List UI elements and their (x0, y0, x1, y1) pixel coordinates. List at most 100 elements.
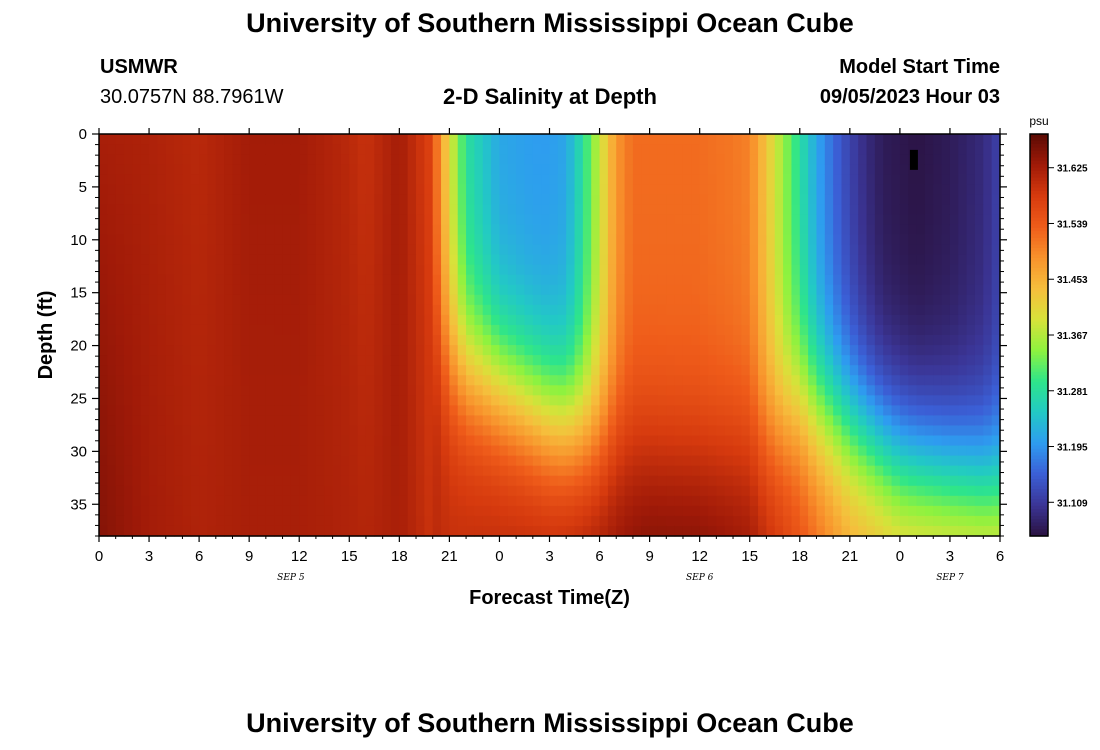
heatmap-cell (357, 284, 367, 296)
heatmap-cell (557, 324, 567, 336)
heatmap-cell (632, 144, 642, 155)
heatmap-cell (132, 284, 142, 296)
colorbar-segment (1030, 257, 1048, 262)
heatmap-cell (749, 485, 759, 497)
heatmap-cell (674, 134, 684, 145)
heatmap-cell (549, 234, 559, 246)
heatmap-cell (916, 365, 926, 376)
heatmap-cell (699, 254, 709, 266)
heatmap-cell (666, 475, 676, 487)
heatmap-cell (641, 284, 651, 296)
heatmap-cell (482, 455, 492, 467)
heatmap-cell (916, 214, 926, 226)
heatmap-cell (708, 134, 717, 145)
heatmap-cell (758, 154, 767, 165)
heatmap-cell (766, 365, 776, 376)
heatmap-cell (549, 405, 559, 416)
heatmap-cell (641, 174, 651, 185)
heatmap-cell (149, 174, 158, 185)
heatmap-cell (824, 254, 834, 266)
heatmap-cell (99, 284, 108, 296)
heatmap-cell (449, 274, 459, 286)
heatmap-cell (149, 144, 158, 155)
heatmap-cell (432, 455, 442, 467)
heatmap-cell (516, 154, 526, 165)
heatmap-cell (491, 164, 501, 175)
heatmap-cell (449, 515, 459, 527)
colorbar-segment (1030, 412, 1048, 416)
heatmap-cell (924, 485, 934, 497)
heatmap-cell (566, 154, 576, 165)
heatmap-cell (199, 184, 209, 195)
heatmap-cell (799, 455, 809, 467)
heatmap-cell (340, 365, 350, 376)
heatmap-cell (916, 355, 926, 366)
heatmap-cell (733, 365, 742, 376)
heatmap-cell (174, 525, 184, 537)
heatmap-cell (808, 475, 818, 487)
heatmap-cell (416, 234, 425, 246)
heatmap-cell (207, 375, 217, 386)
heatmap-cell (574, 294, 584, 306)
heatmap-cell (858, 264, 868, 276)
heatmap-cell (207, 274, 217, 286)
heatmap-cell (941, 144, 951, 155)
heatmap-cell (591, 515, 601, 527)
heatmap-cell (766, 415, 776, 427)
heatmap-cell (215, 174, 225, 185)
heatmap-cell (749, 465, 759, 477)
heatmap-cell (657, 435, 667, 447)
colorbar-segment (1030, 525, 1048, 530)
heatmap-cell (833, 375, 843, 386)
heatmap-cell (974, 134, 984, 145)
heatmap-cell (474, 204, 484, 215)
heatmap-cell (883, 525, 893, 537)
heatmap-cell (532, 425, 542, 437)
heatmap-cell (799, 314, 809, 326)
heatmap-cell (157, 194, 167, 205)
heatmap-cell (874, 365, 884, 376)
heatmap-cell (466, 254, 476, 266)
heatmap-cell (516, 465, 526, 477)
heatmap-cell (674, 214, 684, 226)
heatmap-cell (724, 465, 734, 477)
heatmap-cell (449, 385, 459, 396)
heatmap-cell (666, 164, 676, 175)
heatmap-cell (232, 164, 242, 175)
heatmap-cell (374, 274, 384, 286)
colorbar-segment (1030, 485, 1048, 490)
heatmap-cell (933, 274, 943, 286)
heatmap-cell (833, 224, 843, 236)
heatmap-cell (924, 345, 934, 356)
heatmap-cell (374, 314, 384, 326)
heatmap-cell (666, 234, 676, 246)
y-tick-label: 0 (79, 126, 87, 143)
heatmap-cell (307, 144, 317, 155)
heatmap-cell (240, 485, 250, 497)
heatmap-cell (232, 254, 242, 266)
heatmap-cell (374, 234, 384, 246)
heatmap-cell (466, 294, 476, 306)
heatmap-cell (532, 284, 542, 296)
heatmap-cell (933, 294, 943, 306)
heatmap-cell (516, 485, 526, 497)
heatmap-cell (115, 194, 125, 205)
heatmap-cell (841, 264, 851, 276)
heatmap-cell (432, 385, 442, 396)
heatmap-cell (783, 525, 793, 537)
heatmap-cell (849, 224, 859, 236)
heatmap-cell (165, 505, 175, 517)
heatmap-cell (190, 164, 200, 175)
heatmap-cell (766, 324, 776, 336)
heatmap-cell (532, 234, 542, 246)
heatmap-cell (574, 194, 584, 205)
heatmap-cell (315, 385, 325, 396)
heatmap-cell (966, 505, 976, 517)
heatmap-cell (733, 385, 742, 396)
heatmap-cell (174, 435, 184, 447)
heatmap-cell (582, 335, 592, 346)
heatmap-cell (424, 284, 434, 296)
heatmap-cell (474, 465, 484, 477)
heatmap-cell (516, 294, 526, 306)
heatmap-cell (649, 485, 659, 497)
